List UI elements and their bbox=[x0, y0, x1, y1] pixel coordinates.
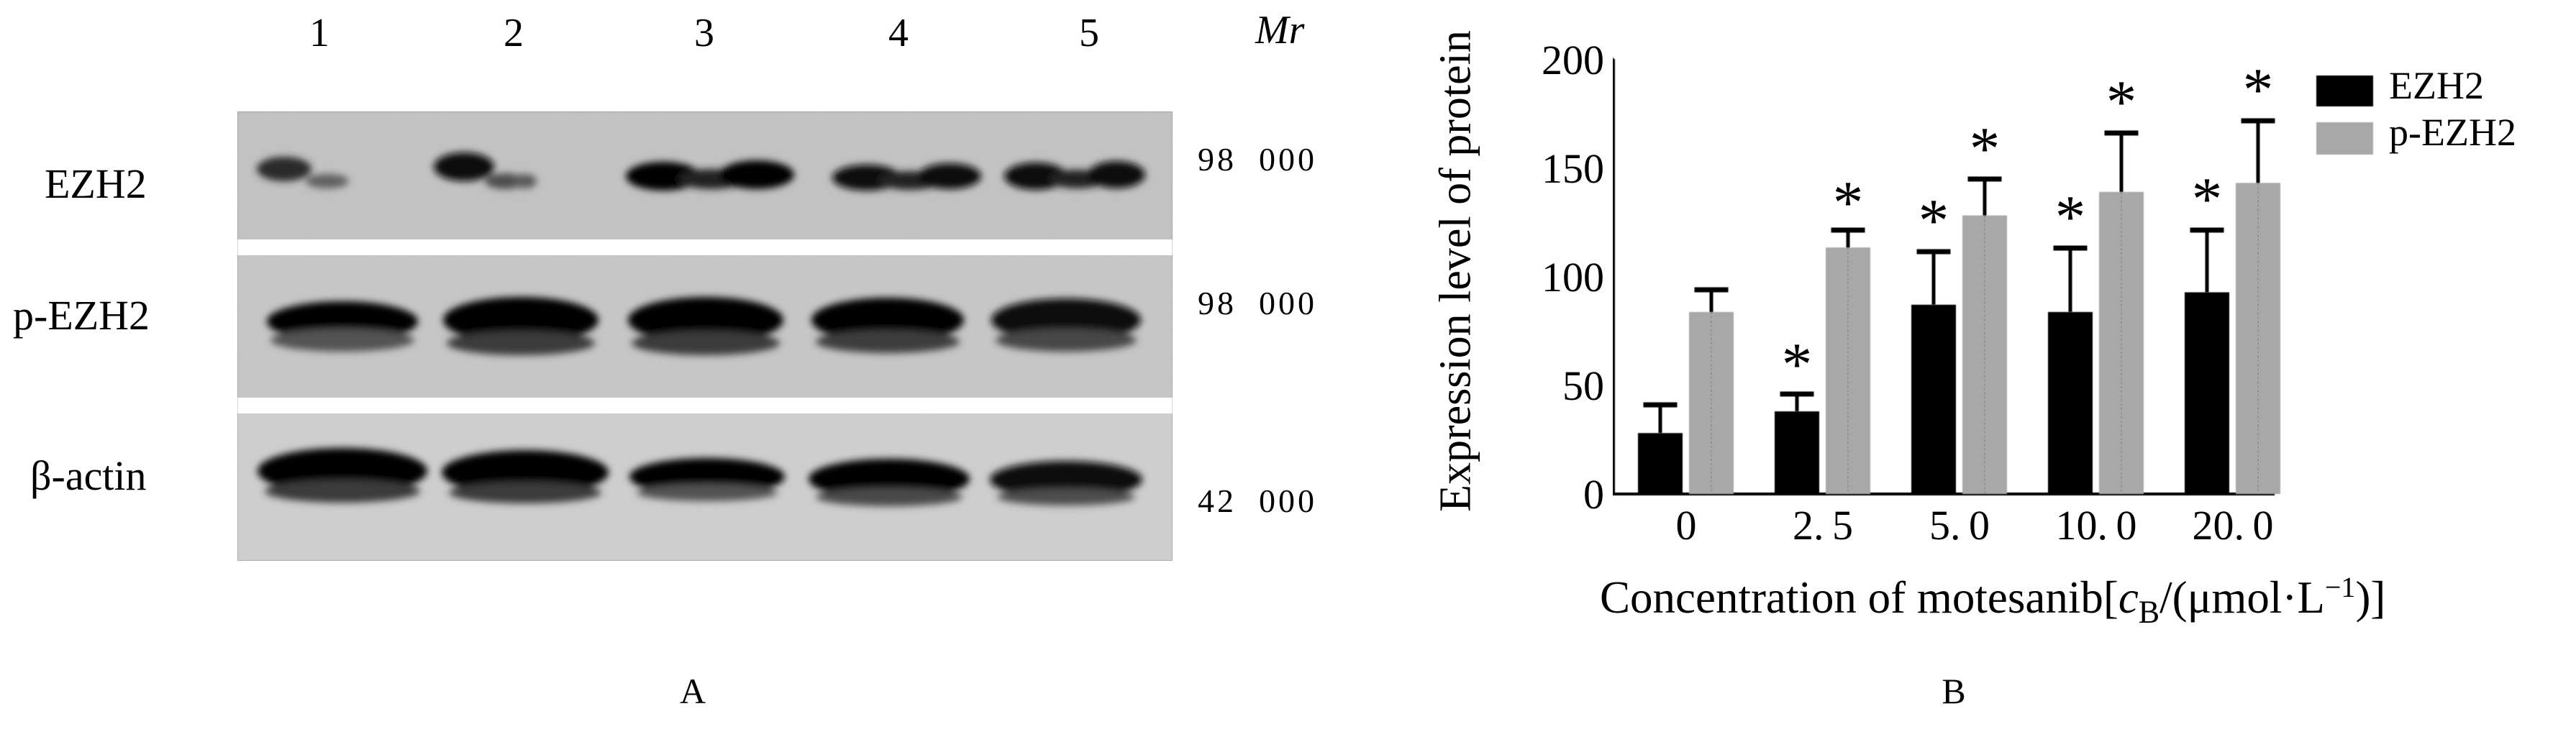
svg-text:*: * bbox=[2192, 165, 2223, 233]
svg-text:*: * bbox=[1782, 331, 1813, 398]
svg-text:*: * bbox=[2243, 56, 2274, 124]
svg-text:*: * bbox=[1970, 115, 2001, 183]
svg-text:5. 0: 5. 0 bbox=[1929, 502, 1990, 549]
svg-text:20. 0: 20. 0 bbox=[2192, 502, 2273, 549]
svg-text:0: 0 bbox=[1676, 502, 1697, 549]
svg-text:*: * bbox=[1833, 169, 1864, 237]
svg-text:*: * bbox=[1919, 187, 1949, 255]
svg-text:*: * bbox=[2055, 183, 2086, 251]
svg-text:*: * bbox=[2106, 68, 2137, 136]
svg-text:10. 0: 10. 0 bbox=[2055, 502, 2136, 549]
svg-text:2. 5: 2. 5 bbox=[1793, 502, 1853, 549]
